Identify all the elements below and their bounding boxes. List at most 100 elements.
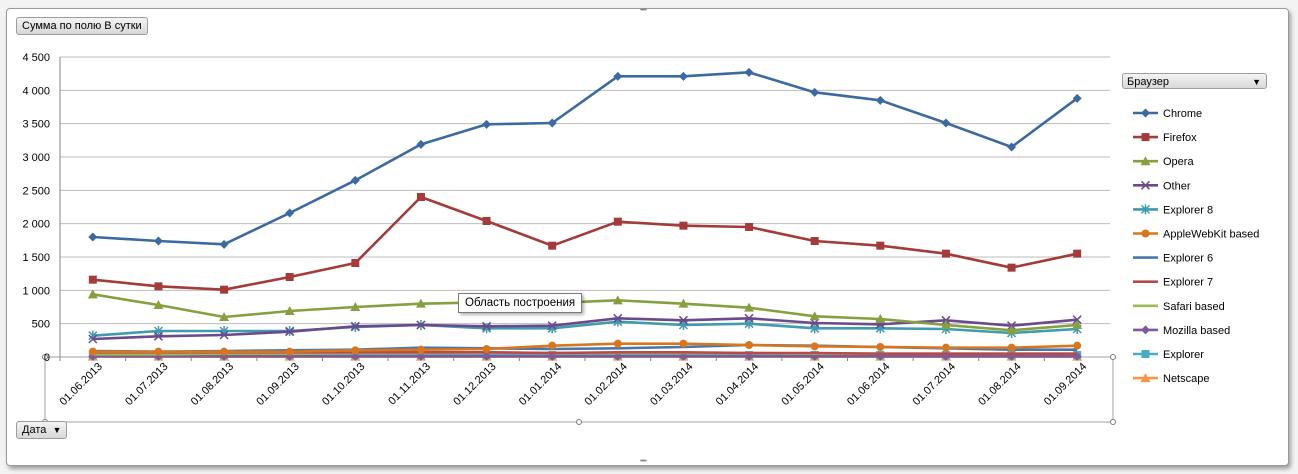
data-point[interactable] (219, 330, 229, 340)
data-point[interactable] (416, 320, 426, 330)
data-point[interactable] (744, 302, 755, 312)
data-point[interactable] (285, 273, 294, 281)
data-point[interactable] (1072, 93, 1082, 103)
data-point[interactable] (1007, 142, 1017, 152)
data-point[interactable] (153, 331, 163, 341)
data-point[interactable] (941, 249, 950, 258)
data-point[interactable] (219, 239, 229, 249)
series-line-chrome[interactable] (92, 71, 1078, 246)
selection-handle[interactable] (1110, 354, 1116, 360)
legend-entry-explorer-6[interactable]: Explorer 6 (1133, 253, 1213, 265)
data-point[interactable] (154, 347, 163, 356)
legend-marker[interactable] (1140, 204, 1151, 215)
data-point[interactable] (285, 347, 294, 356)
data-point[interactable] (875, 95, 885, 105)
series-firefox[interactable] (88, 193, 1082, 294)
legend-field-button[interactable]: Браузер ▼ (1122, 73, 1267, 89)
data-point[interactable] (153, 236, 163, 246)
data-point[interactable] (745, 341, 754, 349)
legend-entry-chrome[interactable]: Chrome (1133, 108, 1202, 120)
legend-marker[interactable] (1140, 373, 1151, 383)
data-point[interactable] (613, 71, 623, 81)
data-point[interactable] (1072, 320, 1083, 329)
data-point[interactable] (678, 298, 689, 308)
data-point[interactable] (88, 232, 98, 242)
data-point[interactable] (679, 339, 688, 348)
selection-handle[interactable] (1110, 419, 1116, 425)
value-field-button[interactable]: Сумма по полю В сутки (16, 17, 148, 35)
data-point[interactable] (482, 345, 491, 353)
data-point[interactable] (548, 241, 557, 250)
data-point[interactable] (220, 347, 229, 356)
data-point[interactable] (1073, 341, 1082, 350)
series-line-firefox[interactable] (92, 195, 1078, 291)
data-point[interactable] (350, 302, 361, 311)
data-point[interactable] (1072, 315, 1082, 325)
data-point[interactable] (613, 313, 623, 323)
bottom-resize-handle[interactable]: •••• (640, 458, 647, 465)
legend-marker[interactable] (1140, 180, 1151, 190)
data-point[interactable] (679, 221, 688, 230)
legend-entry-opera[interactable]: Opera (1133, 156, 1194, 168)
data-point[interactable] (941, 118, 951, 128)
data-point[interactable] (219, 312, 230, 321)
legend-entry-applewebkit-based[interactable]: AppleWebKit based (1133, 229, 1259, 241)
data-point[interactable] (153, 300, 164, 309)
data-point[interactable] (876, 241, 885, 250)
data-point[interactable] (745, 223, 754, 231)
legend-entry-explorer-7[interactable]: Explorer 7 (1133, 277, 1213, 289)
series-line-opera[interactable] (92, 293, 1078, 332)
legend-marker[interactable] (1141, 133, 1150, 142)
data-point[interactable] (678, 71, 688, 81)
data-point[interactable] (810, 237, 819, 245)
legend-entry-firefox[interactable]: Firefox (1133, 132, 1197, 144)
data-point[interactable] (744, 313, 754, 323)
legend-marker[interactable] (1140, 156, 1151, 166)
data-point[interactable] (612, 295, 623, 305)
data-point[interactable] (941, 343, 950, 352)
data-point[interactable] (809, 311, 820, 321)
data-point[interactable] (482, 321, 492, 331)
data-point[interactable] (940, 320, 951, 329)
legend-marker[interactable] (1141, 325, 1150, 335)
data-point[interactable] (547, 321, 557, 331)
data-point[interactable] (350, 321, 360, 331)
data-point[interactable] (482, 119, 492, 129)
data-point[interactable] (351, 259, 360, 267)
legend-marker[interactable] (1141, 350, 1150, 358)
data-point[interactable] (88, 275, 97, 284)
data-point[interactable] (876, 343, 885, 351)
legend-entry-netscape[interactable]: Netscape (1133, 373, 1209, 385)
legend-entry-safari-based[interactable]: Safari based (1133, 301, 1225, 313)
data-point[interactable] (1007, 343, 1016, 352)
series-line-applewebkit-based[interactable] (92, 342, 1078, 353)
legend-marker[interactable] (1141, 229, 1150, 238)
data-point[interactable] (220, 285, 229, 294)
data-point[interactable] (416, 193, 425, 201)
data-point[interactable] (744, 67, 754, 77)
data-point[interactable] (548, 341, 557, 350)
data-point[interactable] (875, 314, 886, 323)
legend-entry-mozilla-based[interactable]: Mozilla based (1133, 325, 1230, 337)
top-resize-handle[interactable]: •••• (640, 7, 647, 14)
data-point[interactable] (284, 306, 295, 315)
data-point[interactable] (87, 289, 98, 299)
data-point[interactable] (810, 342, 819, 351)
selection-handle[interactable] (576, 419, 582, 425)
data-point[interactable] (810, 87, 820, 97)
data-point[interactable] (1007, 263, 1016, 272)
data-point[interactable] (415, 298, 426, 308)
data-point[interactable] (1006, 325, 1017, 335)
data-point[interactable] (285, 208, 295, 218)
data-point[interactable] (547, 118, 557, 128)
data-point[interactable] (416, 139, 426, 149)
data-point[interactable] (678, 315, 688, 325)
data-point[interactable] (1073, 249, 1082, 258)
data-point[interactable] (351, 346, 360, 355)
data-point[interactable] (482, 217, 491, 225)
series-applewebkit-based[interactable] (88, 339, 1082, 356)
series-chrome[interactable] (88, 67, 1082, 249)
legend-entry-explorer-8[interactable]: Explorer 8 (1133, 204, 1213, 216)
data-point[interactable] (350, 175, 360, 185)
data-point[interactable] (416, 345, 425, 354)
